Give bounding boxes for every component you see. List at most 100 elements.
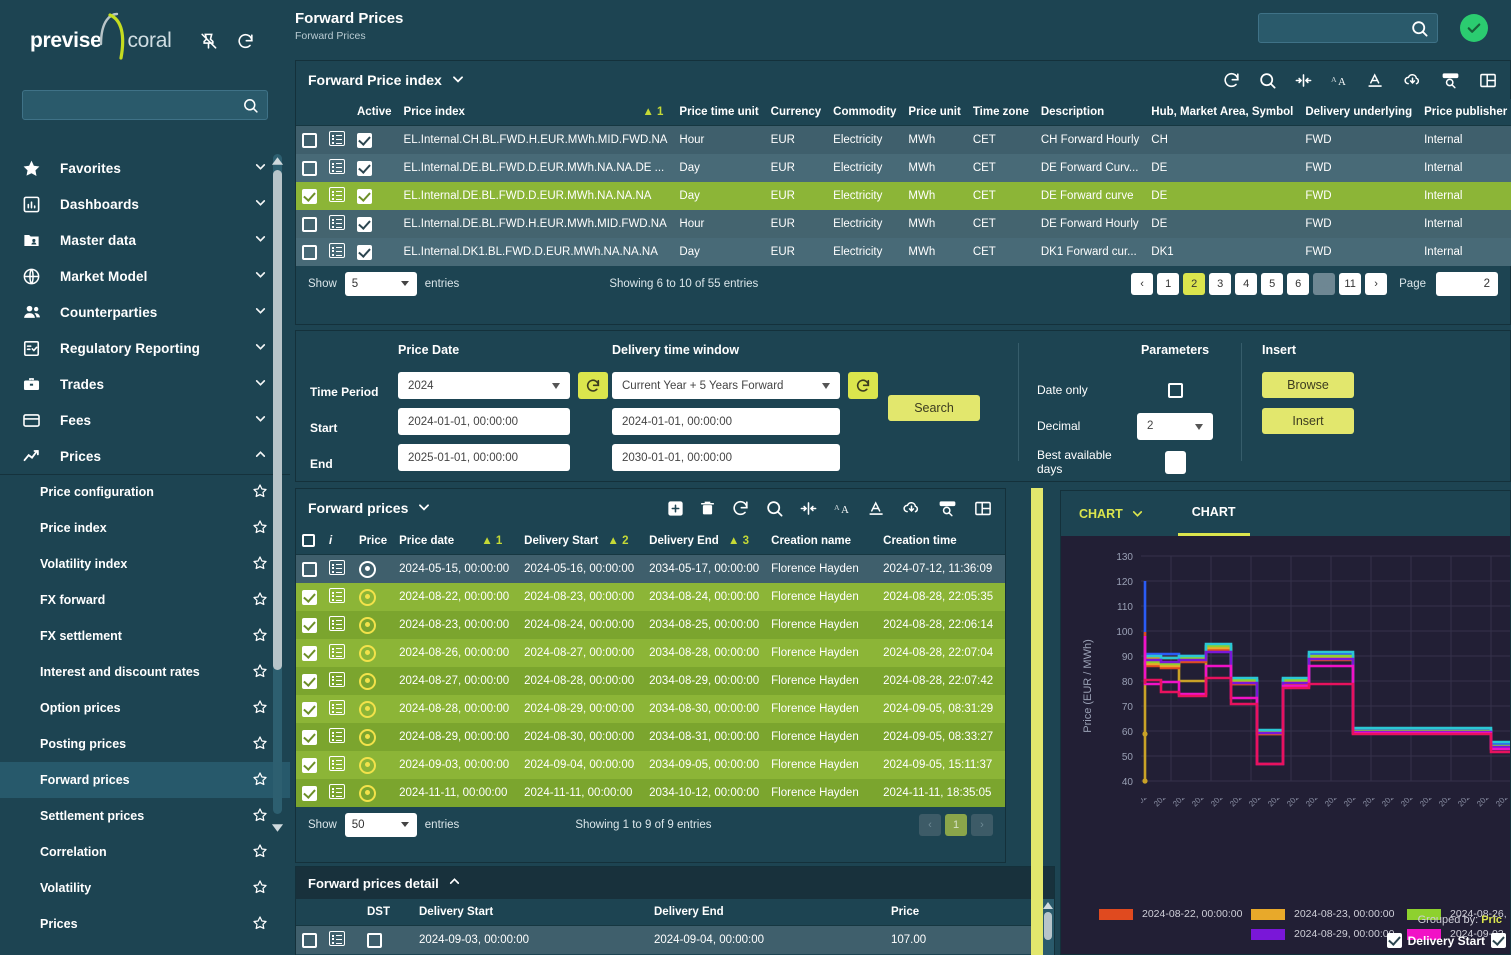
legend-item[interactable]: 2024-08-26, [1407, 908, 1507, 920]
download-cloud-icon[interactable] [1402, 71, 1423, 90]
col-price-date[interactable]: Price date ▲ 1 [393, 527, 519, 555]
col-delivery-underlying[interactable]: Delivery underlying [1299, 99, 1419, 126]
date-only-checkbox[interactable] [1119, 372, 1231, 408]
sidebar-scrollbar-thumb[interactable] [273, 170, 282, 670]
col-select[interactable] [296, 899, 323, 926]
row-select-checkbox[interactable] [296, 583, 323, 611]
row-menu-icon[interactable] [323, 583, 353, 611]
col-hub[interactable]: Hub, Market Area, Symbol [1145, 99, 1300, 126]
row-price-eye-icon[interactable] [353, 695, 394, 723]
search-icon[interactable] [765, 499, 784, 518]
sidebar-item-fx-forward[interactable]: FX forward [0, 582, 290, 618]
sidebar-item-market-model[interactable]: Market Model [0, 258, 290, 294]
row-price-eye-icon[interactable] [353, 554, 394, 583]
row-menu-icon[interactable] [323, 125, 351, 154]
sidebar-item-regulatory-reporting[interactable]: Regulatory Reporting [0, 330, 290, 366]
table-row[interactable]: 2024-08-29, 00:00:00 2024-08-30, 00:00:0… [296, 723, 1005, 751]
row-active-checkbox[interactable] [351, 125, 398, 154]
favorite-star-icon[interactable] [252, 915, 268, 934]
checkbox-delivery-start[interactable] [1386, 933, 1402, 948]
sidebar-item-trades[interactable]: Trades [0, 366, 290, 402]
font-color-icon[interactable] [1366, 71, 1385, 90]
row-menu-icon[interactable] [323, 210, 351, 238]
page-next-button[interactable]: › [1365, 273, 1388, 295]
favorite-star-icon[interactable] [252, 519, 268, 538]
col-price-unit[interactable]: Price unit [902, 99, 967, 126]
row-select-checkbox[interactable] [296, 723, 323, 751]
page-number-input[interactable]: 2 [1436, 272, 1498, 296]
favorite-star-icon[interactable] [252, 699, 268, 718]
sidebar-item-master-data[interactable]: Master data [0, 222, 290, 258]
row-menu-icon[interactable] [323, 182, 351, 210]
page-prev-button[interactable]: ‹ [919, 814, 941, 836]
row-select-checkbox[interactable] [296, 554, 323, 583]
search-icon[interactable] [1258, 71, 1277, 90]
row-menu-icon[interactable] [323, 723, 353, 751]
page-next-button[interactable]: › [971, 814, 993, 836]
col-select[interactable] [296, 99, 323, 126]
favorite-star-icon[interactable] [252, 591, 268, 610]
page-button-5[interactable]: 5 [1261, 273, 1284, 295]
col-currency[interactable]: Currency [764, 99, 828, 126]
table-row[interactable]: 2024-08-28, 00:00:00 2024-08-29, 00:00:0… [296, 695, 1005, 723]
row-menu-icon[interactable] [323, 925, 353, 954]
page-button-11[interactable]: 11 [1339, 273, 1362, 295]
row-select-checkbox[interactable] [296, 238, 323, 266]
table-row[interactable]: 2024-08-26, 00:00:00 2024-08-27, 00:00:0… [296, 639, 1005, 667]
table-row[interactable]: EL.Internal.DK1.BL.FWD.D.EUR.MWh.NA.NA.N… [296, 238, 1511, 266]
favorite-star-icon[interactable] [252, 807, 268, 826]
tab-chart[interactable]: CHART [1177, 491, 1250, 536]
sidebar-item-posting-prices[interactable]: Posting prices [0, 726, 290, 762]
favorite-star-icon[interactable] [252, 627, 268, 646]
sidebar-item-price-index[interactable]: Price index [0, 510, 290, 546]
sidebar-item-volatility[interactable]: Volatility [0, 870, 290, 906]
table-row[interactable]: EL.Internal.DE.BL.FWD.H.EUR.MWh.MID.FWD.… [296, 210, 1511, 238]
sidebar-item-correlation[interactable]: Correlation [0, 834, 290, 870]
scroll-up-arrow-icon[interactable] [271, 155, 284, 169]
page-size-select[interactable]: 50 [344, 813, 417, 837]
col-delivery-start[interactable]: Delivery Start ▲ 2 [518, 527, 644, 555]
best-available-days-input[interactable] [1119, 444, 1231, 480]
browse-button[interactable]: Browse [1262, 372, 1354, 398]
legend-item[interactable]: 2024-08-22, 00:00:00 [1099, 908, 1242, 920]
table-row[interactable]: 2024-08-27, 00:00:00 2024-08-28, 00:00:0… [296, 667, 1005, 695]
delivery-window-period-select[interactable]: Current Year + 5 Years Forward [612, 372, 840, 399]
row-select-checkbox[interactable] [296, 667, 323, 695]
price-date-refresh-button[interactable] [578, 372, 608, 399]
row-select-checkbox[interactable] [296, 695, 323, 723]
col-price-index[interactable]: Price index ▲ 1 [397, 99, 674, 126]
table-row[interactable]: EL.Internal.CH.BL.FWD.H.EUR.MWh.MID.FWD.… [296, 125, 1511, 154]
row-select-checkbox[interactable] [296, 611, 323, 639]
sidebar-item-prices[interactable]: Prices [0, 438, 290, 474]
layout-icon[interactable] [973, 499, 993, 518]
sidebar-item-price-configuration[interactable]: Price configuration [0, 474, 290, 510]
refresh-icon[interactable] [731, 499, 750, 518]
scroll-up-arrow-icon[interactable] [1042, 902, 1053, 909]
price-date-end-input[interactable]: 2025-01-01, 00:00:00 [398, 444, 570, 471]
page-button-2[interactable]: 2 [1183, 273, 1206, 295]
favorite-star-icon[interactable] [252, 483, 268, 502]
refresh-icon[interactable] [236, 32, 255, 51]
sidebar-item-dashboards[interactable]: Dashboards [0, 186, 290, 222]
favorite-star-icon[interactable] [252, 735, 268, 754]
row-menu-icon[interactable] [323, 779, 353, 807]
sidebar-item-settlement-prices[interactable]: Settlement prices [0, 798, 290, 834]
delivery-window-refresh-button[interactable] [848, 372, 878, 399]
col-description[interactable]: Description [1034, 99, 1146, 126]
row-active-checkbox[interactable] [351, 154, 398, 182]
legend-item[interactable]: 2024-08-23, 00:00:00 [1251, 908, 1394, 920]
row-menu-icon[interactable] [323, 238, 351, 266]
row-active-checkbox[interactable] [351, 210, 398, 238]
row-select-checkbox[interactable] [296, 154, 323, 182]
favorite-star-icon[interactable] [252, 843, 268, 862]
favorite-star-icon[interactable] [252, 555, 268, 574]
status-ok-icon[interactable] [1460, 14, 1488, 42]
table-row[interactable]: EL.Internal.DE.BL.FWD.D.EUR.MWh.NA.NA.NA… [296, 182, 1511, 210]
global-search-input[interactable] [1258, 13, 1438, 43]
row-select-checkbox[interactable] [296, 639, 323, 667]
decimal-select[interactable]: 2 [1137, 412, 1213, 440]
col-delivery-end[interactable]: Delivery End [648, 899, 885, 926]
page-button-6[interactable]: 6 [1287, 273, 1310, 295]
